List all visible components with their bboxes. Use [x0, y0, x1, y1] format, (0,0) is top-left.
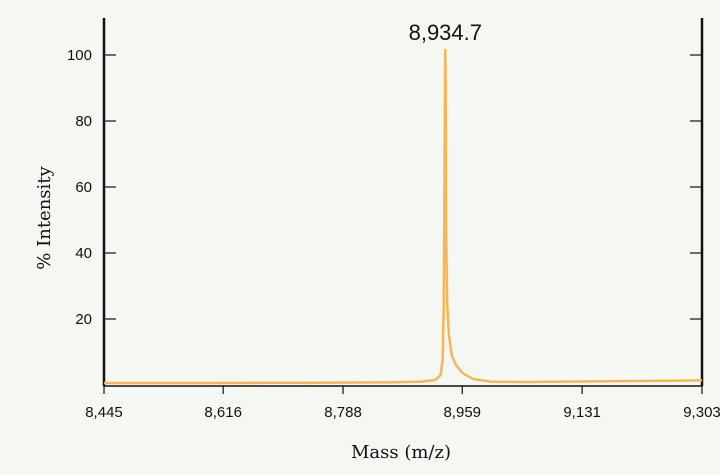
x-tick-label: 9,303	[683, 404, 720, 421]
y-tick-label: 100	[67, 47, 92, 64]
peak-label: 8,934.7	[409, 20, 482, 45]
y-tick-label: 60	[75, 179, 92, 196]
spectrum-line	[104, 48, 703, 385]
axes	[102, 18, 704, 387]
y-tick-label: 20	[75, 311, 92, 328]
x-tick-label: 8,959	[443, 404, 481, 421]
axis-ticks: 20 40 60 80 100 8,445 8,616 8,788 8,959 9,131 9,30…	[67, 47, 720, 421]
x-tick-label: 8,788	[324, 404, 362, 421]
x-tick-label: 9,131	[563, 404, 601, 421]
x-tick-label: 8,616	[204, 404, 242, 421]
y-axis-title: % Intensity	[34, 165, 55, 269]
x-axis-title: Mass (m/z)	[351, 442, 451, 463]
y-tick-label: 80	[75, 113, 92, 130]
y-tick-label: 40	[75, 245, 92, 262]
x-tick-label: 8,445	[85, 404, 123, 421]
